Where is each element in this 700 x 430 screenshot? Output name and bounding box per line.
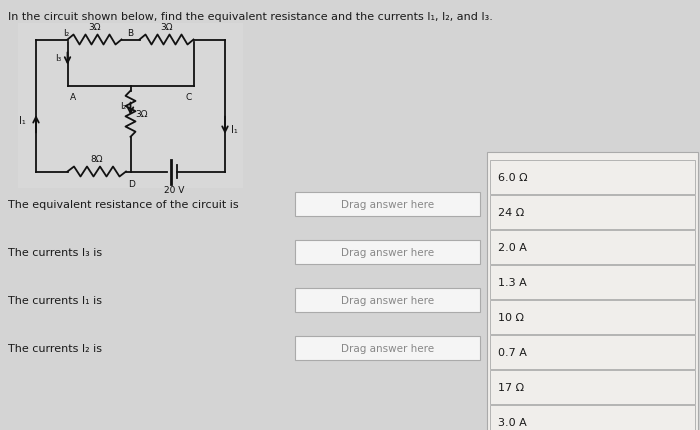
Text: 2.0 A: 2.0 A [498, 243, 527, 252]
Text: 0.7 A: 0.7 A [498, 347, 527, 357]
Bar [490, 370, 695, 404]
Text: Drag answer here: Drag answer here [341, 247, 434, 258]
Text: C: C [186, 92, 192, 101]
Text: 8Ω: 8Ω [90, 155, 103, 164]
Text: D: D [128, 180, 135, 189]
Text: A: A [69, 92, 76, 101]
Bar [487, 153, 698, 430]
Text: 20 V: 20 V [164, 186, 184, 195]
Text: I₁: I₁ [231, 124, 238, 135]
Text: Drag answer here: Drag answer here [341, 200, 434, 209]
Bar [490, 265, 695, 299]
Text: B: B [127, 29, 134, 38]
Text: The currents I₂ is: The currents I₂ is [8, 343, 102, 353]
Text: Drag answer here: Drag answer here [341, 295, 434, 305]
Bar [295, 336, 480, 360]
Text: 24 Ω: 24 Ω [498, 208, 524, 218]
Bar [295, 193, 480, 216]
Text: 3Ω: 3Ω [136, 110, 148, 119]
Bar [490, 405, 695, 430]
Text: I₂: I₂ [120, 102, 127, 111]
Text: The currents I₃ is: The currents I₃ is [8, 247, 102, 258]
Bar [490, 300, 695, 334]
Text: 3.0 A: 3.0 A [498, 417, 526, 427]
Text: I₁: I₁ [20, 116, 26, 126]
Text: 17 Ω: 17 Ω [498, 382, 524, 392]
Text: 10 Ω: 10 Ω [498, 312, 524, 322]
Bar [490, 230, 695, 264]
Text: 6.0 Ω: 6.0 Ω [498, 172, 528, 183]
Bar [490, 196, 695, 230]
Bar [18, 24, 243, 189]
Text: 3Ω: 3Ω [88, 24, 101, 32]
Bar [295, 289, 480, 312]
Bar [490, 161, 695, 194]
Text: I₃: I₃ [55, 54, 62, 63]
Text: 1.3 A: 1.3 A [498, 277, 526, 287]
Text: The currents I₁ is: The currents I₁ is [8, 295, 102, 305]
Text: The equivalent resistance of the circuit is: The equivalent resistance of the circuit… [8, 200, 239, 209]
Bar [490, 335, 695, 369]
Text: Drag answer here: Drag answer here [341, 343, 434, 353]
Text: In the circuit shown below, find the equivalent resistance and the currents I₁, : In the circuit shown below, find the equ… [8, 12, 493, 22]
Text: 3Ω: 3Ω [160, 24, 173, 32]
Text: I₂: I₂ [64, 29, 70, 38]
Bar [295, 240, 480, 264]
